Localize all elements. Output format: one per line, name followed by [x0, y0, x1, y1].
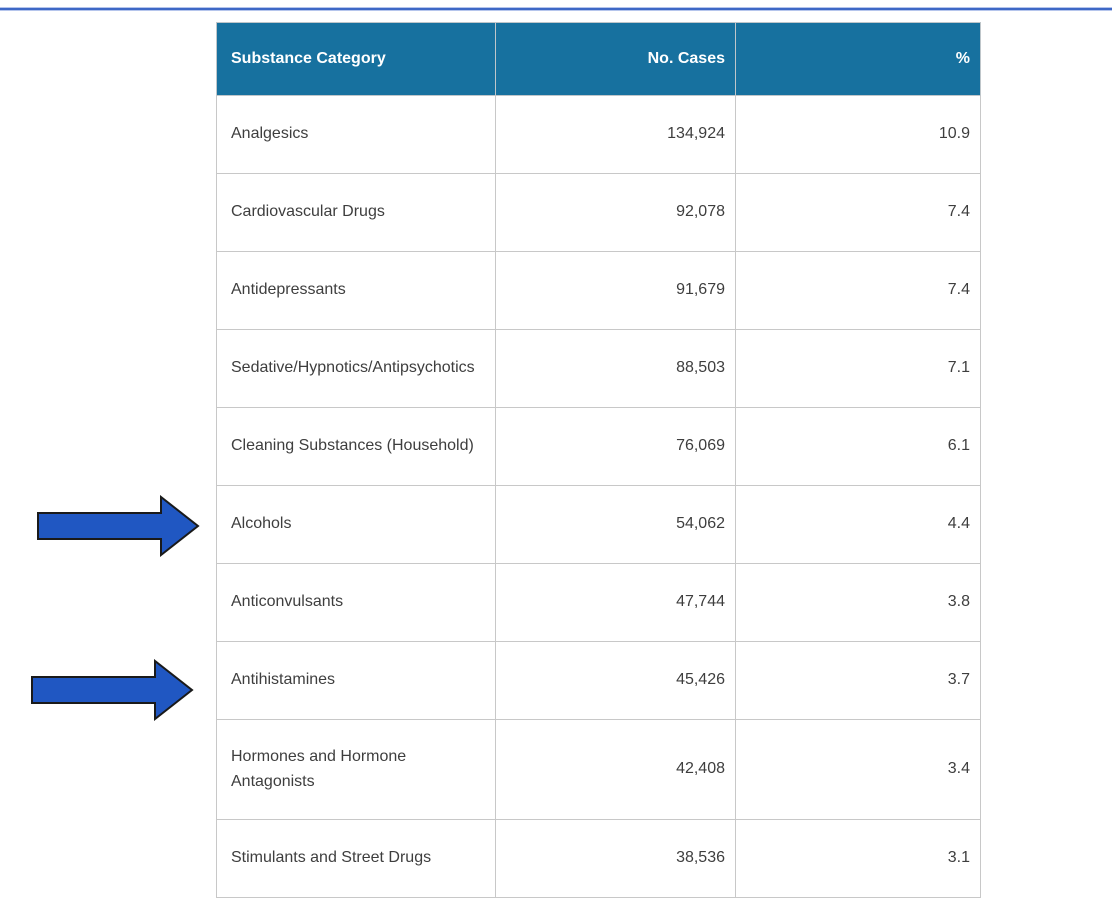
cell-substance-category: Cardiovascular Drugs — [216, 173, 496, 252]
column-header-percent: % — [735, 22, 981, 96]
cell-percent: 3.4 — [735, 719, 981, 820]
cell-substance-category: Stimulants and Street Drugs — [216, 819, 496, 898]
cell-no-cases: 38,536 — [495, 819, 736, 898]
table-row: Sedative/Hypnotics/Antipsychotics 88,503 7… — [216, 329, 981, 408]
cell-percent: 7.1 — [735, 329, 981, 408]
cell-percent: 6.1 — [735, 407, 981, 486]
table-row: Hormones and Hormone Antagonists 42,408 3.… — [216, 719, 981, 820]
cell-substance-category: Antidepressants — [216, 251, 496, 330]
cell-no-cases: 91,679 — [495, 251, 736, 330]
cell-no-cases: 134,924 — [495, 95, 736, 174]
arrow-shape — [31, 659, 194, 721]
cell-substance-category: Sedative/Hypnotics/Antipsychotics — [216, 329, 496, 408]
table-body: Analgesics 134,924 10.9 Cardiovascular Drug… — [216, 95, 981, 898]
column-header-substance-category: Substance Category — [216, 22, 496, 96]
table-row: Anticonvulsants 47,744 3.8 — [216, 563, 981, 642]
cell-no-cases: 47,744 — [495, 563, 736, 642]
table-row: Antihistamines 45,426 3.7 — [216, 641, 981, 720]
cell-substance-category: Antihistamines — [216, 641, 496, 720]
table-row: Cardiovascular Drugs 92,078 7.4 — [216, 173, 981, 252]
table-row: Cleaning Substances (Household) 76,069 6.1 — [216, 407, 981, 486]
top-horizontal-rule — [0, 8, 1112, 10]
cell-substance-category: Cleaning Substances (Household) — [216, 407, 496, 486]
table-header: Substance Category No. Cases % — [216, 22, 981, 96]
cell-percent: 3.8 — [735, 563, 981, 642]
cell-substance-category: Anticonvulsants — [216, 563, 496, 642]
cell-no-cases: 88,503 — [495, 329, 736, 408]
table-header-row: Substance Category No. Cases % — [216, 22, 981, 96]
arrow-pointing-alcohols-row — [37, 495, 200, 557]
cell-no-cases: 76,069 — [495, 407, 736, 486]
cell-no-cases: 42,408 — [495, 719, 736, 820]
cell-percent: 3.7 — [735, 641, 981, 720]
cell-percent: 7.4 — [735, 251, 981, 330]
cell-percent: 10.9 — [735, 95, 981, 174]
cell-no-cases: 54,062 — [495, 485, 736, 564]
table-row: Antidepressants 91,679 7.4 — [216, 251, 981, 330]
cell-percent: 7.4 — [735, 173, 981, 252]
column-header-no-cases: No. Cases — [495, 22, 736, 96]
cell-no-cases: 45,426 — [495, 641, 736, 720]
substance-category-table: Substance Category No. Cases % Analgesic… — [216, 22, 981, 898]
cell-substance-category: Analgesics — [216, 95, 496, 174]
cell-no-cases: 92,078 — [495, 173, 736, 252]
table-row: Analgesics 134,924 10.9 — [216, 95, 981, 174]
cell-percent: 3.1 — [735, 819, 981, 898]
arrow-shape — [37, 495, 200, 557]
arrow-pointing-antihistamines-row — [31, 659, 194, 721]
table-row: Alcohols 54,062 4.4 — [216, 485, 981, 564]
cell-percent: 4.4 — [735, 485, 981, 564]
table-row: Stimulants and Street Drugs 38,536 3.1 — [216, 819, 981, 898]
cell-substance-category: Hormones and Hormone Antagonists — [216, 719, 496, 820]
cell-substance-category: Alcohols — [216, 485, 496, 564]
